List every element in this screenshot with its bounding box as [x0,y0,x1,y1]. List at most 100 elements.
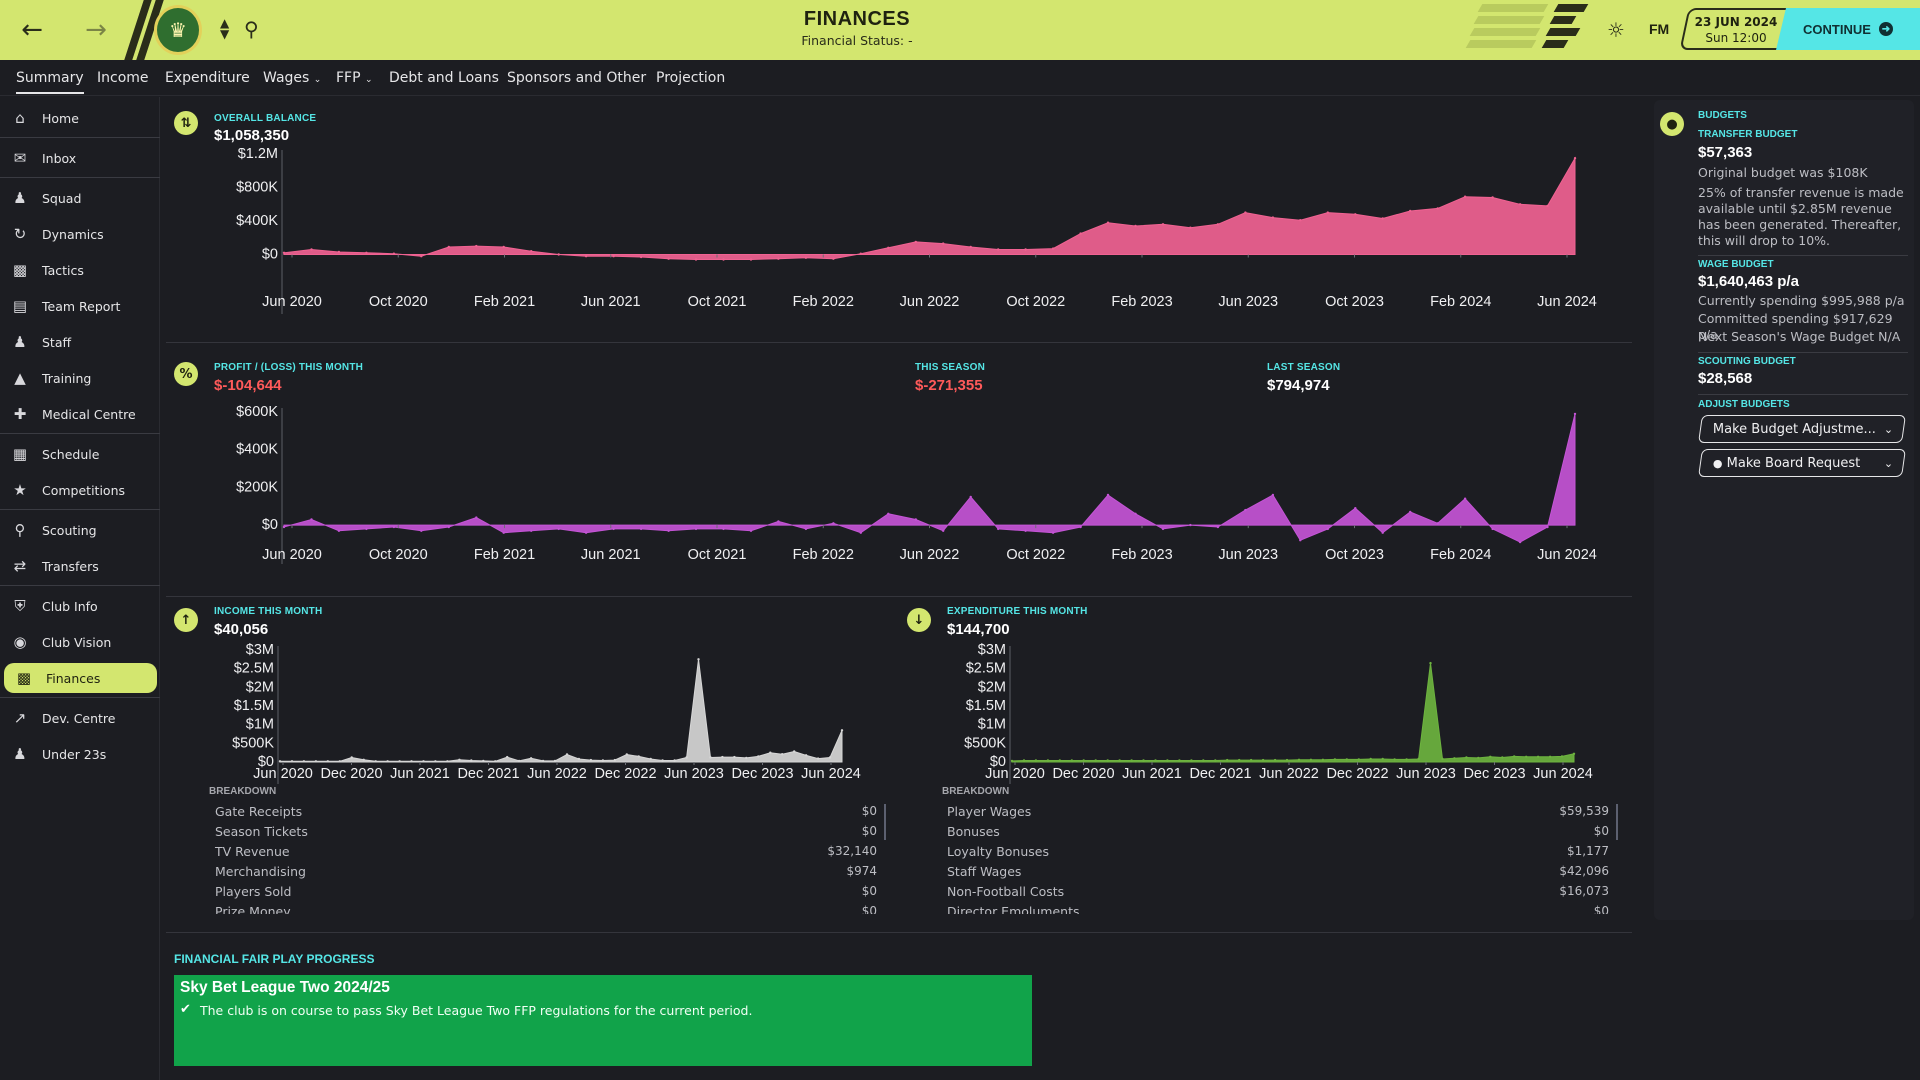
data-point [769,751,772,754]
income-scrollbar[interactable] [884,804,886,840]
data-point [667,257,670,260]
sidebar-divider [0,697,160,698]
x-tick-label: Jun 2023 [1218,294,1278,310]
x-tick-label: Jun 2023 [664,766,724,782]
data-point [745,756,748,760]
club-switch-icon[interactable]: ▲ ▼ [220,16,230,41]
finances-icon: ▩ [16,669,32,687]
data-point [1491,527,1494,531]
data-point [887,512,890,515]
tab-ffp[interactable]: FFP ⌄ [336,70,373,86]
data-point [1178,759,1181,762]
expenditure-scrollbar[interactable] [1616,804,1618,840]
data-point [310,248,313,251]
date-label: 23 JUN 2024 [1694,15,1778,29]
sidebar-item-competitions[interactable]: ★ Competitions [0,475,160,505]
y-tick-label: $500K [964,735,1006,751]
sidebar-item-home[interactable]: ⌂ Home [0,103,160,133]
list-item-value: $0 [1593,904,1609,914]
series-area [283,156,1576,260]
list-item: Merchandising [215,864,306,879]
data-point [1409,510,1412,514]
continue-arrow-icon: ➜ [1878,22,1893,36]
club-crest-icon[interactable]: ♛ [154,5,202,55]
chevron-down-icon: ⌄ [313,75,322,85]
data-point [577,757,581,761]
transfer-budget-label: TRANSFER BUDGET [1698,129,1798,140]
tab-projection[interactable]: Projection [656,70,726,86]
header-decoration [1473,16,1545,24]
data-point [1536,755,1540,758]
data-point [1154,759,1157,762]
sidebar-item-club-vision[interactable]: ◉ Club Vision [0,627,160,657]
data-point [1024,248,1027,251]
header-decoration [1541,40,1569,48]
data-point [1202,759,1205,762]
chevron-down-icon: ⌄ [1883,422,1893,436]
tab-income[interactable]: Income [97,70,149,86]
data-point [1489,755,1492,758]
tab-expenditure[interactable]: Expenditure [165,70,250,86]
data-point [584,255,588,258]
sidebar-item-tactics[interactable]: ▩ Tactics [0,255,160,285]
list-item-value: $0 [861,904,877,914]
sidebar-item-under-23s[interactable]: ♟ Under 23s [0,739,160,769]
y-tick-label: $0 [258,754,274,770]
data-point [749,258,753,261]
x-tick-label: Feb 2021 [474,294,535,310]
continue-label: CONTINUE [1803,21,1871,37]
list-item: Bonuses [947,824,1000,839]
make-budget-adjustment-button[interactable]: Make Budget Adjustme... ⌄ [1698,415,1906,443]
sidebar-item-dev-centre[interactable]: ↗ Dev. Centre [0,703,160,733]
globe-icon[interactable]: ☼ [1607,18,1625,42]
sidebar-item-schedule[interactable]: ▦ Schedule [0,439,160,469]
data-point [1326,211,1330,214]
sidebar-item-finances[interactable]: ▩ Finances [4,663,157,693]
data-point [565,753,569,756]
section-divider [166,932,1632,933]
data-point [1525,755,1528,758]
fm-menu[interactable]: FM [1649,21,1670,37]
forward-arrow-icon[interactable]: → [85,15,107,45]
back-arrow-icon[interactable]: ← [21,15,43,45]
data-point [1546,204,1549,208]
sidebar-item-medical-centre[interactable]: ✚ Medical Centre [0,399,160,429]
sidebar-item-inbox[interactable]: ✉ Inbox [0,143,160,173]
sidebar-item-squad[interactable]: ♟ Squad [0,183,160,213]
home-icon: ⌂ [15,109,25,127]
ffp-status-box: Sky Bet League Two 2024/25 ✔ The club is… [174,975,1032,1066]
tab-sponsors[interactable]: Sponsors and Other [507,70,647,86]
sidebar-item-label: Dev. Centre [42,710,116,726]
transfers-icon: ⇄ [13,557,27,575]
search-icon[interactable]: ⚲ [244,17,259,41]
sidebar-item-dynamics[interactable]: ↻ Dynamics [0,219,160,249]
list-item: TV Revenue [215,844,290,859]
y-tick-label: $600K [236,404,278,420]
data-point [530,250,533,253]
tab-wages[interactable]: Wages ⌄ [263,70,321,86]
balance-label: OVERALL BALANCE [214,113,317,124]
sidebar-item-club-info[interactable]: ⛨ Club Info [0,591,160,621]
x-tick-label: Dec 2021 [457,766,519,782]
list-item-value: $42,096 [1559,864,1609,878]
data-point [1573,412,1577,416]
data-point [1381,531,1384,534]
data-point [1546,525,1549,529]
data-point [529,757,533,760]
sidebar-item-team-report[interactable]: ▤ Team Report [0,291,160,321]
x-tick-label: Dec 2022 [1326,766,1388,782]
tab-summary[interactable]: Summary [16,70,84,94]
sidebar-item-label: Scouting [42,522,97,538]
tab-debt-and-loans[interactable]: Debt and Loans [389,70,499,86]
ffp-message: The club is on course to pass Sky Bet Le… [200,1003,753,1018]
training-icon: ▲ [14,369,26,387]
data-point [694,527,698,531]
continue-button[interactable]: CONTINUE ➜ [1776,8,1920,50]
sidebar-item-scouting[interactable]: ⚲ Scouting [0,515,160,545]
make-board-request-button[interactable]: ● Make Board Request ⌄ [1698,449,1906,477]
data-point [1094,759,1097,762]
sidebar-item-staff[interactable]: ♟ Staff [0,327,160,357]
sidebar-item-training[interactable]: ▲ Training [0,363,160,393]
data-point [1214,759,1217,762]
sidebar-item-transfers[interactable]: ⇄ Transfers [0,551,160,581]
